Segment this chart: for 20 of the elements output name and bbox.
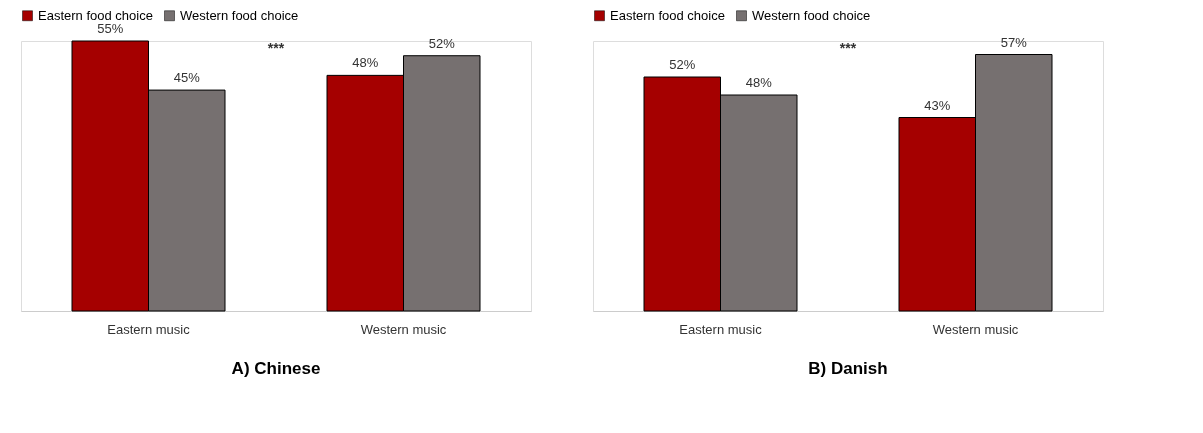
x-tick-label: Eastern music (679, 321, 763, 337)
x-tick-label: Eastern music (107, 321, 191, 337)
data-label: 52% (669, 57, 696, 72)
data-label: 55% (97, 21, 124, 36)
text: A) Chinese (231, 359, 321, 378)
annotation: *** (267, 40, 285, 56)
x-tick-label: Western music (932, 321, 1019, 337)
data-label: 43% (924, 97, 951, 113)
legend-label: Western food choice (180, 7, 299, 23)
annotation: *** (839, 40, 857, 56)
data-label: 48% (745, 75, 773, 90)
data-label: 52% (428, 35, 456, 51)
legend-label: Eastern food choice (610, 7, 725, 23)
legend-label: Western food choice (752, 7, 871, 23)
data-label: 45% (173, 70, 201, 86)
x-tick-label: Western music (360, 321, 447, 337)
data-label: 57% (1000, 34, 1028, 50)
legend-label: Eastern food choice (38, 7, 153, 23)
text: B) Danish (808, 359, 888, 378)
data-label: 48% (352, 55, 379, 71)
